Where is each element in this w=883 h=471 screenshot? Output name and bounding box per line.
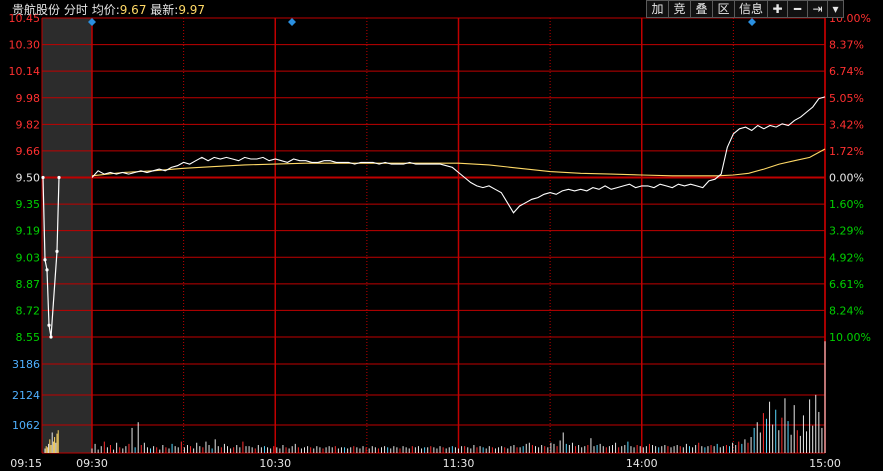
auction-price-point (55, 249, 59, 253)
price-tick-label: 9.82 (16, 118, 41, 131)
auction-price-point (41, 175, 45, 180)
percent-tick-label: 8.24% (829, 304, 864, 317)
chart-header: 贵航股份 分时 均价:9.67 最新:9.97 (12, 1, 205, 17)
auction-price-point (49, 335, 53, 339)
percent-tick-label: 6.61% (829, 278, 864, 291)
price-tick-label: 8.87 (16, 278, 41, 291)
percent-tick-label: 0.00% (829, 172, 864, 185)
price-tick-label: 10.14 (9, 65, 41, 78)
time-tick-label: 15:00 (809, 457, 841, 470)
last-price-label: 最新: (150, 3, 179, 17)
compare-button[interactable]: 竞 (668, 0, 691, 18)
auction-area (42, 18, 92, 453)
avg-price-value: 9.67 (119, 3, 147, 17)
auction-price-point (43, 258, 47, 262)
percent-tick-label: 10.00% (829, 331, 871, 344)
stock-name: 贵航股份 (12, 3, 61, 17)
add-button[interactable]: 加 (646, 0, 669, 18)
time-tick-label: 11:30 (443, 457, 475, 470)
price-tick-label: 8.72 (16, 304, 41, 317)
price-tick-label: 8.55 (16, 331, 41, 344)
avg-price-label: 均价: (91, 3, 120, 17)
price-tick-label: 10.45 (9, 12, 41, 25)
price-tick-label: 10.30 (9, 39, 41, 52)
percent-tick-label: 8.37% (829, 39, 864, 52)
time-tick-label: 09:15 (10, 457, 42, 470)
zoom-out-icon[interactable]: ━ (787, 0, 808, 18)
price-tick-label: 9.03 (16, 251, 41, 264)
event-marker-icon (88, 18, 96, 26)
volume-tick-label: 1062 (12, 419, 40, 432)
time-tick-label: 14:00 (626, 457, 658, 470)
menu-dropdown-icon[interactable]: ▾ (827, 0, 844, 18)
percent-tick-label: 3.42% (829, 118, 864, 131)
range-button[interactable]: 区 (712, 0, 735, 18)
price-tick-label: 9.19 (16, 225, 41, 238)
jump-end-icon[interactable]: ⇥ (807, 0, 828, 18)
avg-price-line (91, 148, 826, 177)
volume-tick-label: 2124 (12, 389, 40, 402)
chart-toolbar: 加 竞 叠 区 信息 ✚ ━ ⇥ ▾ (646, 0, 844, 18)
price-line (91, 96, 826, 214)
event-marker-icon (288, 18, 296, 26)
auction-price-point (47, 323, 51, 327)
percent-tick-label: 1.60% (829, 198, 864, 211)
percent-tick-label: 1.72% (829, 145, 864, 158)
percent-tick-label: 6.74% (829, 65, 864, 78)
percent-tick-label: 4.92% (829, 251, 864, 264)
zoom-in-icon[interactable]: ✚ (767, 0, 788, 18)
last-price-value: 9.97 (178, 3, 206, 17)
percent-tick-label: 3.29% (829, 225, 864, 238)
price-tick-label: 9.35 (16, 198, 41, 211)
overlay-button[interactable]: 叠 (690, 0, 713, 18)
time-tick-label: 10:30 (259, 457, 291, 470)
auction-price-point (57, 175, 61, 180)
price-tick-label: 9.98 (16, 92, 41, 105)
time-tick-label: 09:30 (76, 457, 108, 470)
event-marker-icon (748, 18, 756, 26)
auction-price-point (45, 268, 49, 272)
volume-tick-label: 3186 (12, 358, 40, 371)
chart-mode: 分时 (63, 3, 88, 17)
info-button[interactable]: 信息 (734, 0, 768, 18)
price-tick-label: 9.66 (16, 145, 41, 158)
percent-tick-label: 5.05% (829, 92, 864, 105)
price-tick-label: 9.50 (16, 172, 41, 185)
